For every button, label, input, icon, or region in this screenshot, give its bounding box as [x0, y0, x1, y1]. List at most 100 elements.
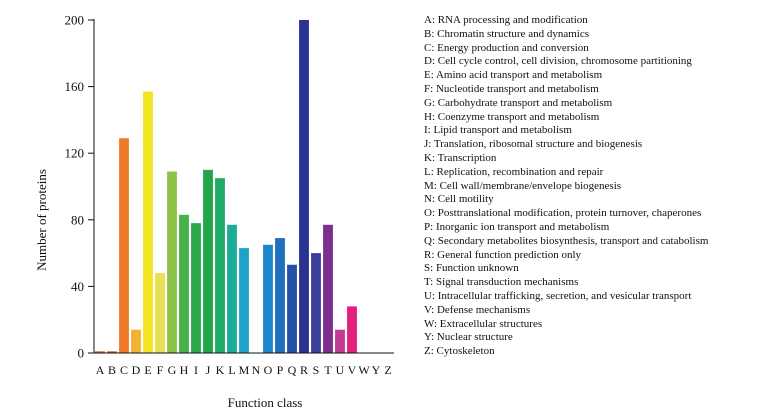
y-tick-label: 120: [65, 146, 85, 161]
bar-o: [263, 244, 273, 353]
x-tick-label-z: Z: [384, 363, 391, 377]
x-tick-label-i: I: [194, 363, 198, 377]
bar-h: [179, 214, 189, 353]
legend-code: B: [424, 28, 437, 40]
legend-label: Translation, ribosomal structure and bio…: [433, 138, 643, 151]
x-tick-label-d: D: [132, 363, 141, 377]
bar-t: [323, 224, 333, 353]
legend-item-u: UIntracellular trafficking, secretion, a…: [424, 290, 760, 304]
x-tick-label-g: G: [168, 363, 177, 377]
legend-code: T: [424, 276, 436, 288]
y-axis-title: Number of proteins: [34, 169, 49, 271]
legend-label: Cell cycle control, cell division, chrom…: [437, 55, 692, 68]
legend-code: F: [424, 83, 436, 95]
x-tick-label-q: Q: [288, 363, 297, 377]
legend-code: Q: [424, 235, 438, 247]
legend-item-z: ZCytoskeleton: [424, 345, 760, 359]
legend-label: Amino acid transport and metabolism: [435, 69, 603, 82]
legend-label: Function unknown: [435, 262, 519, 275]
x-tick-label-p: P: [277, 363, 284, 377]
legend-item-b: BChromatin structure and dynamics: [424, 28, 760, 42]
legend-code: W: [424, 318, 440, 330]
bar-d: [131, 329, 141, 353]
legend-item-y: YNuclear structure: [424, 331, 760, 345]
legend-code: N: [424, 193, 438, 205]
legend-code: J: [424, 138, 434, 150]
legend-label: RNA processing and modification: [437, 14, 588, 26]
legend-item-n: NCell motility: [424, 193, 760, 207]
x-tick-label-u: U: [336, 363, 345, 377]
legend-label: Lipid transport and metabolism: [433, 124, 572, 137]
legend-label: Nucleotide transport and metabolism: [435, 82, 599, 95]
bar-m: [239, 248, 249, 353]
bar-k: [215, 178, 225, 353]
legend-label: Intracellular trafficking, secretion, an…: [437, 289, 692, 302]
legend-item-l: LReplication, recombination and repair: [424, 166, 760, 180]
y-tick-label: 80: [71, 212, 84, 227]
legend-label: Extracellular structures: [439, 317, 543, 330]
bar-q: [287, 264, 297, 353]
bar-p: [275, 238, 285, 353]
x-tick-label-j: J: [206, 363, 211, 377]
function-class-legend: ARNA processing and modificationBChromat…: [424, 14, 760, 359]
bar-g: [167, 171, 177, 353]
legend-label: Inorganic ion transport and metabolism: [435, 220, 610, 233]
legend-code: U: [424, 290, 438, 302]
legend-code: H: [424, 111, 438, 123]
x-tick-label-w: W: [358, 363, 370, 377]
legend-code: Y: [424, 331, 437, 343]
x-tick-label-a: A: [96, 363, 105, 377]
legend-item-k: KTranscription: [424, 152, 760, 166]
legend-code: V: [424, 304, 437, 316]
legend-item-a: ARNA processing and modification: [424, 14, 760, 28]
y-tick-label: 40: [71, 279, 84, 294]
legend-code: G: [424, 97, 438, 109]
bar-c: [119, 138, 129, 353]
legend-item-e: EAmino acid transport and metabolism: [424, 69, 760, 83]
x-tick-label-r: R: [300, 363, 308, 377]
bar-u: [335, 329, 345, 353]
x-tick-label-o: O: [264, 363, 273, 377]
bar-i: [191, 223, 201, 353]
legend-item-h: HCoenzyme transport and metabolism: [424, 111, 760, 125]
legend-label: Coenzyme transport and metabolism: [437, 110, 600, 123]
bars: [95, 20, 357, 353]
legend-item-c: CEnergy production and conversion: [424, 42, 760, 56]
x-tick-label-t: T: [324, 363, 332, 377]
legend-code: M: [424, 180, 440, 192]
legend-label: Cytoskeleton: [436, 345, 495, 358]
x-tick-label-l: L: [228, 363, 235, 377]
legend-code: D: [424, 55, 438, 67]
legend-label: General function prediction only: [437, 248, 582, 261]
legend-item-t: TSignal transduction mechanisms: [424, 276, 760, 290]
legend-code: L: [424, 166, 437, 178]
x-tick-label-e: E: [144, 363, 151, 377]
legend-label: Secondary metabolites biosynthesis, tran…: [437, 234, 709, 247]
legend-label: Cell motility: [437, 193, 494, 206]
legend-item-r: RGeneral function prediction only: [424, 249, 760, 263]
legend-label: Carbohydrate transport and metabolism: [437, 96, 613, 109]
legend-code: Z: [424, 345, 437, 357]
x-tick-label-n: N: [252, 363, 261, 377]
legend-code: K: [424, 152, 438, 164]
bar-v: [347, 306, 357, 353]
legend-code: C: [424, 42, 437, 54]
y-tick-label: 160: [65, 79, 85, 94]
legend-item-m: MCell wall/membrane/envelope biogenesis: [424, 180, 760, 194]
x-axis-title: Function class: [228, 395, 303, 410]
legend-item-d: DCell cycle control, cell division, chro…: [424, 55, 760, 69]
y-axis-ticks: 0 40 80 120 160 200: [65, 13, 94, 361]
legend-item-f: FNucleotide transport and metabolism: [424, 83, 760, 97]
legend-label: Signal transduction mechanisms: [435, 276, 579, 289]
legend-item-p: PInorganic ion transport and metabolism: [424, 221, 760, 235]
x-tick-label-y: Y: [372, 363, 381, 377]
x-tick-label-c: C: [120, 363, 128, 377]
legend-item-w: WExtracellular structures: [424, 318, 760, 332]
x-tick-label-v: V: [348, 363, 357, 377]
legend-item-i: ILipid transport and metabolism: [424, 124, 760, 138]
legend-label: Replication, recombination and repair: [436, 165, 604, 178]
bar-a: [95, 351, 105, 353]
legend-code: P: [424, 221, 436, 233]
